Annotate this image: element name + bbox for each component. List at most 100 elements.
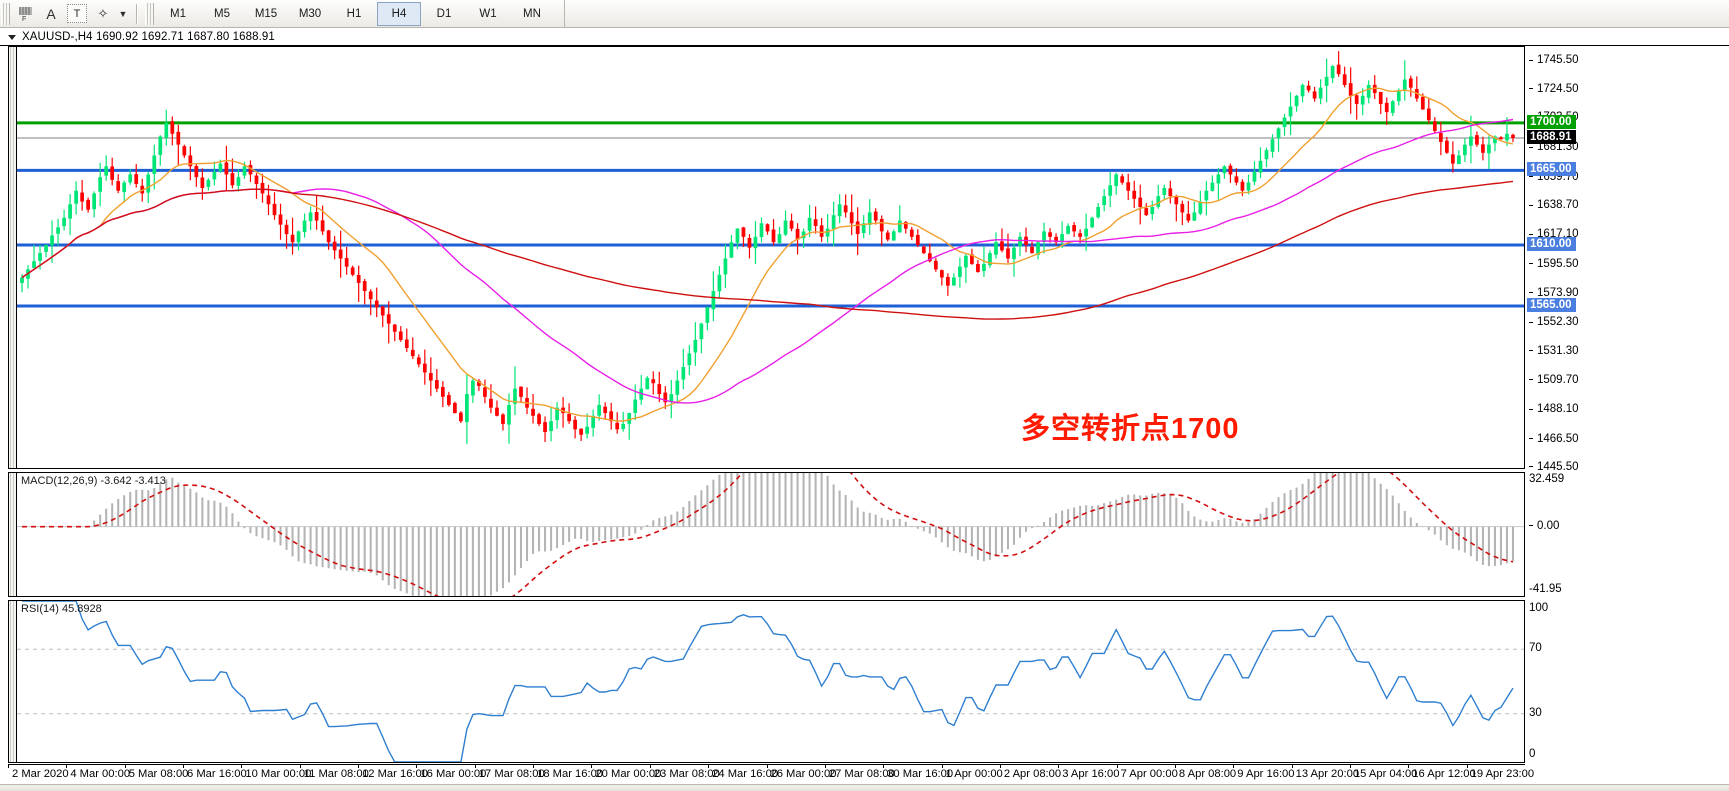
timeframe-button-m15[interactable]: M15 xyxy=(254,7,278,20)
candle-body xyxy=(958,266,962,277)
candle-body xyxy=(1366,84,1371,98)
time-tick-mark xyxy=(66,765,68,768)
candle-body xyxy=(531,408,535,416)
candle-body xyxy=(1120,176,1125,183)
candle-body xyxy=(495,407,499,416)
toolbar-empty-area xyxy=(564,0,1729,27)
candle-body xyxy=(1012,247,1016,260)
candle-body xyxy=(236,177,241,186)
rsi-indicator-pane[interactable]: RSI(14) 45.8928 xyxy=(8,600,1525,763)
candle-body xyxy=(939,270,944,278)
chart-annotation-text: 多空转折点1700 xyxy=(1021,413,1240,445)
time-tick-mark xyxy=(941,765,943,768)
time-tick-mark xyxy=(766,765,768,768)
time-tick-mark xyxy=(1291,765,1293,768)
price-pane-grip[interactable] xyxy=(9,47,17,468)
price-level-tag[interactable]: 1565.00 xyxy=(1527,297,1576,312)
price-level-tag[interactable]: 1700.00 xyxy=(1527,114,1576,129)
timeframe-button-h4[interactable]: H4 xyxy=(377,1,421,26)
candle-body xyxy=(1246,182,1251,191)
candle-body xyxy=(705,307,710,323)
candle-body xyxy=(1096,206,1101,218)
timeframe-button-mn[interactable]: MN xyxy=(523,7,541,20)
candle-body xyxy=(326,230,331,243)
time-tick-mark xyxy=(1233,765,1235,768)
candle-body xyxy=(1288,106,1293,117)
shapes-tool-icon[interactable]: ✧ xyxy=(97,5,109,21)
candle-body xyxy=(1426,108,1431,121)
candle-body xyxy=(1000,241,1004,251)
toolbar-dropdown-arrow-icon[interactable]: ▼ xyxy=(118,8,128,19)
candle-body xyxy=(657,384,662,395)
candle-body xyxy=(1198,201,1203,214)
time-axis-label: 9 Apr 16:00 xyxy=(1237,768,1295,780)
macd-tick-label: 0.00 xyxy=(1529,520,1559,532)
candle-body xyxy=(1348,83,1353,96)
time-tick-mark xyxy=(708,765,710,768)
text-tool-icon[interactable]: A xyxy=(46,5,56,22)
candle-body xyxy=(1036,242,1040,255)
candle-body xyxy=(440,387,445,397)
timeframe-button-d1[interactable]: D1 xyxy=(436,7,452,20)
candle-body xyxy=(1090,217,1095,228)
time-tick-mark xyxy=(591,765,593,768)
candle-body xyxy=(867,212,872,225)
price-level-tag[interactable]: 1688.91 xyxy=(1527,129,1576,144)
candle-body xyxy=(44,244,48,252)
status-bar xyxy=(0,784,1729,791)
price-tick-label: 1531.30 xyxy=(1529,345,1579,357)
time-tick-mark xyxy=(1058,765,1060,768)
candle-body xyxy=(675,380,680,395)
candle-body xyxy=(416,357,421,365)
candle-body xyxy=(964,255,968,268)
price-chart-pane[interactable]: 多空转折点1700 xyxy=(8,46,1525,469)
candle-body xyxy=(1342,74,1347,85)
price-level-tag[interactable]: 1610.00 xyxy=(1527,236,1576,251)
candle-body xyxy=(1060,234,1064,243)
candle-body xyxy=(795,228,800,240)
candle-body xyxy=(68,204,72,219)
candle-body xyxy=(927,253,932,262)
candle-body xyxy=(350,267,355,275)
candle-body xyxy=(1102,196,1107,206)
time-axis[interactable]: 2 Mar 2020 4 Mar 00:00 5 Mar 08:00 6 Mar 16… xyxy=(8,764,1534,784)
timeframe-button-m30[interactable]: M30 xyxy=(298,7,322,20)
toolbar-separator xyxy=(136,3,138,24)
candle-body xyxy=(921,246,926,254)
toolbar-drag-handle[interactable] xyxy=(1,2,10,25)
macd-pane-grip[interactable] xyxy=(9,473,17,596)
timeframe-button-m5[interactable]: M5 xyxy=(214,7,230,20)
candle-body xyxy=(1420,96,1425,110)
timeframe-button-h1[interactable]: H1 xyxy=(346,7,362,20)
symbol-dropdown-icon[interactable] xyxy=(8,34,16,40)
crosshair-grid-icon[interactable]: F xyxy=(12,2,38,26)
candle-body xyxy=(86,199,91,210)
price-chart-canvas xyxy=(17,51,1524,444)
candle-body xyxy=(585,426,590,434)
macd-indicator-pane[interactable]: MACD(12,26,9) -3.642 -3.413 xyxy=(8,472,1525,597)
candle-body xyxy=(116,181,121,191)
candle-body xyxy=(1240,181,1245,191)
candle-body xyxy=(1487,144,1491,154)
time-axis-label: 15 Apr 04:00 xyxy=(1353,768,1418,780)
candle-body xyxy=(1312,91,1317,99)
text-label-icon[interactable]: T xyxy=(64,2,90,26)
candle-body xyxy=(104,166,109,176)
candle-body xyxy=(1336,64,1341,75)
rsi-pane-grip[interactable] xyxy=(9,601,17,762)
price-axis-scale[interactable]: 1745.501724.501703.501681.301659.701638.… xyxy=(1525,46,1729,473)
timeframe-button-w1[interactable]: W1 xyxy=(479,7,497,20)
price-level-tag[interactable]: 1665.00 xyxy=(1527,162,1576,177)
candle-body xyxy=(729,242,734,258)
candle-body xyxy=(597,404,602,416)
time-axis-label: 30 Mar 16:00 xyxy=(887,768,954,780)
candle-body xyxy=(723,258,728,275)
candle-body xyxy=(1444,140,1449,153)
ma-orange-line xyxy=(21,87,1514,422)
symbol-ohlc-text: XAUUSD-,H4 1690.92 1692.71 1687.80 1688.… xyxy=(22,31,275,43)
timeframe-button-m1[interactable]: M1 xyxy=(170,7,186,20)
candle-body xyxy=(1469,136,1473,146)
timeframe-drag-handle[interactable] xyxy=(145,2,154,25)
candle-body xyxy=(152,155,157,174)
